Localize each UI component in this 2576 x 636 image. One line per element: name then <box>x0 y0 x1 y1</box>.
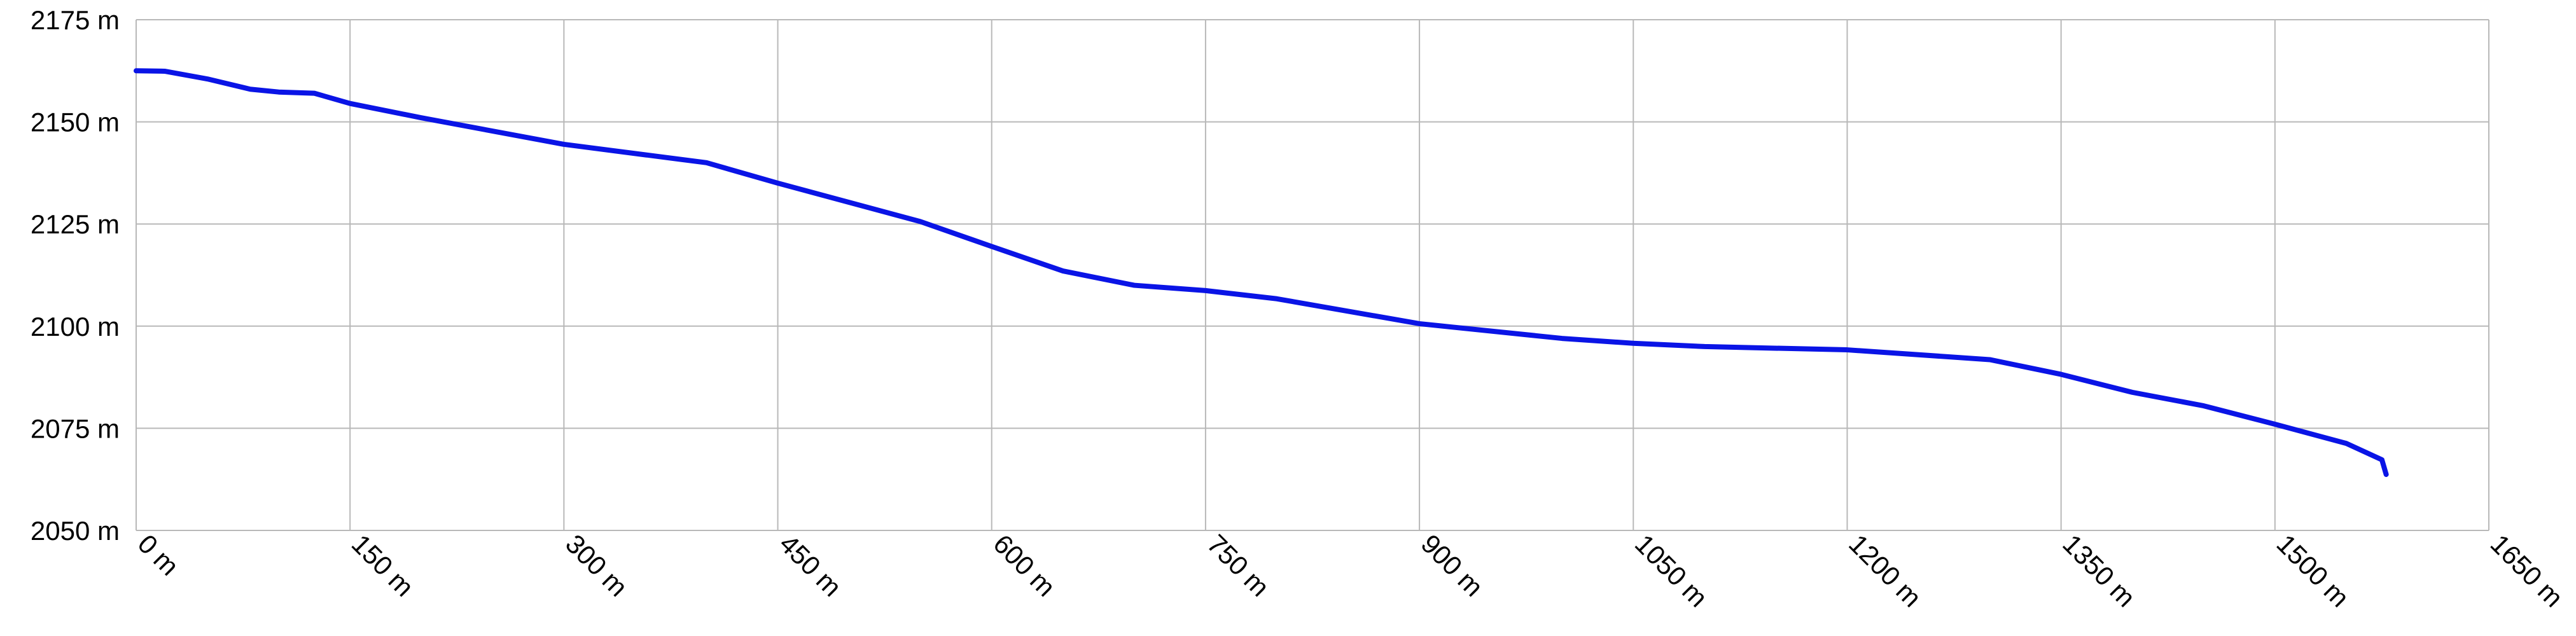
x-tick-label: 750 m <box>1202 529 1276 602</box>
x-tick-label: 1050 m <box>1629 529 1713 612</box>
x-tick-label: 150 m <box>346 529 420 602</box>
x-tick-label: 1200 m <box>1843 529 1927 612</box>
y-tick-label: 2100 m <box>31 312 120 342</box>
x-tick-label: 600 m <box>987 529 1061 602</box>
x-tick-label: 900 m <box>1416 529 1489 602</box>
y-tick-label: 2125 m <box>31 209 120 239</box>
y-tick-label: 2050 m <box>31 516 120 546</box>
x-tick-label: 450 m <box>774 529 847 602</box>
y-tick-label: 2150 m <box>31 107 120 137</box>
elevation-line <box>134 68 2389 477</box>
x-tick-label: 1350 m <box>2057 529 2141 612</box>
x-tick-label: 300 m <box>560 529 634 602</box>
y-tick-label: 2175 m <box>31 5 120 35</box>
x-tick-label: 1500 m <box>2271 529 2355 612</box>
y-tick-label: 2075 m <box>31 413 120 443</box>
x-tick-label: 0 m <box>132 529 185 581</box>
x-tick-label: 1650 m <box>2485 529 2569 612</box>
